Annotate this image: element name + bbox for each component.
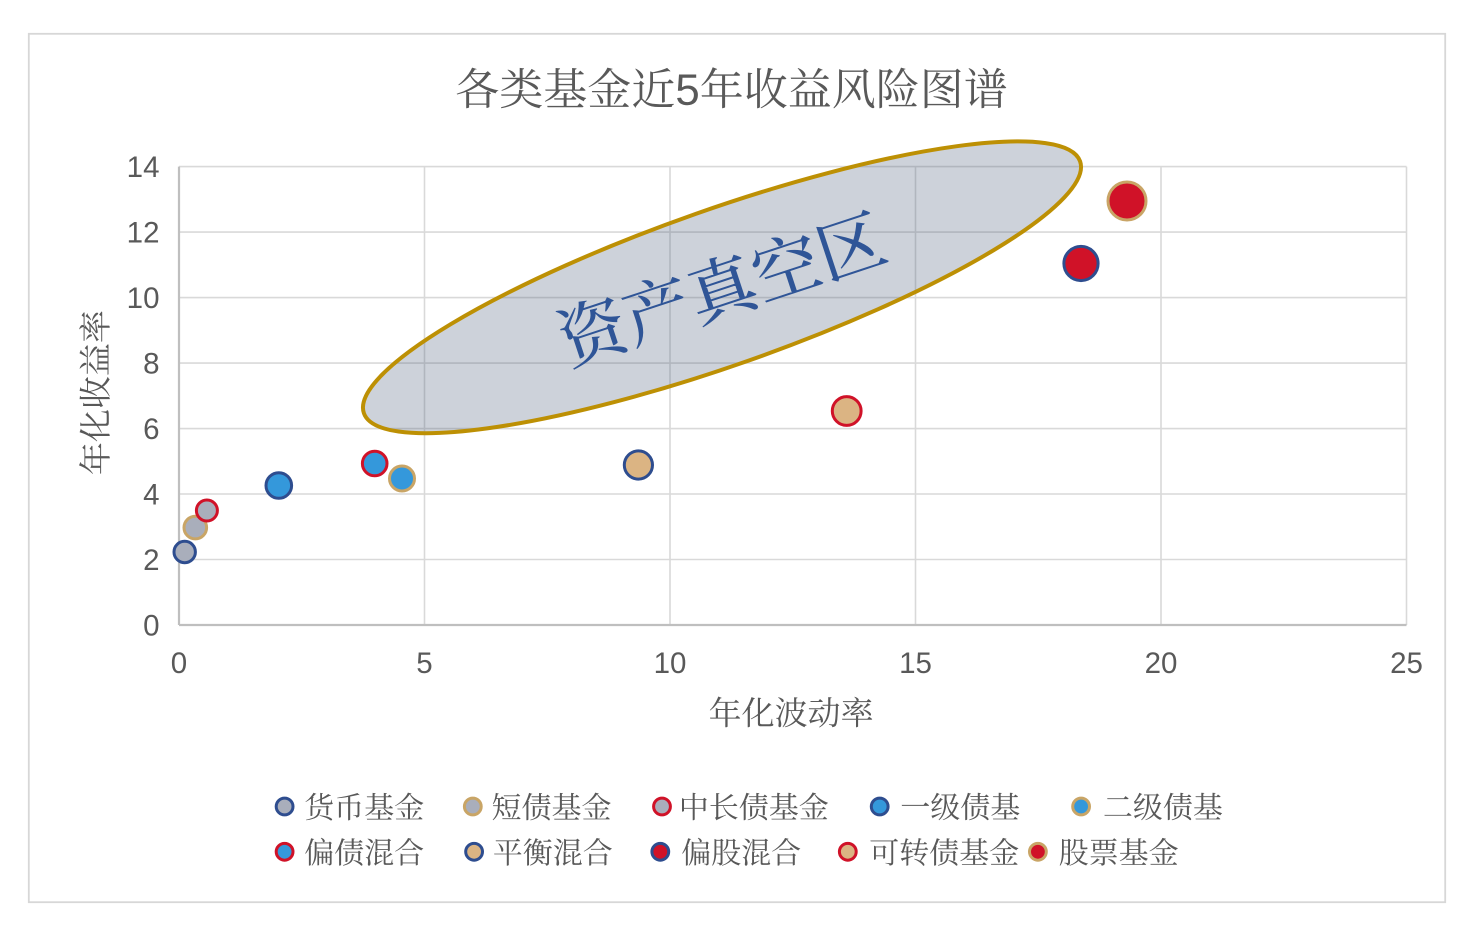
svg-text:8: 8 bbox=[143, 347, 159, 380]
svg-text:2: 2 bbox=[143, 544, 159, 577]
svg-text:10: 10 bbox=[654, 647, 687, 680]
svg-text:20: 20 bbox=[1145, 647, 1178, 680]
svg-text:6: 6 bbox=[143, 413, 159, 446]
svg-text:0: 0 bbox=[171, 647, 187, 680]
svg-text:4: 4 bbox=[143, 478, 159, 511]
svg-text:5: 5 bbox=[416, 647, 432, 680]
svg-text:15: 15 bbox=[899, 647, 932, 680]
svg-text:12: 12 bbox=[127, 216, 160, 249]
svg-text:25: 25 bbox=[1390, 647, 1423, 680]
svg-text:10: 10 bbox=[127, 282, 160, 315]
svg-text:14: 14 bbox=[127, 151, 160, 184]
svg-text:0: 0 bbox=[143, 609, 159, 642]
